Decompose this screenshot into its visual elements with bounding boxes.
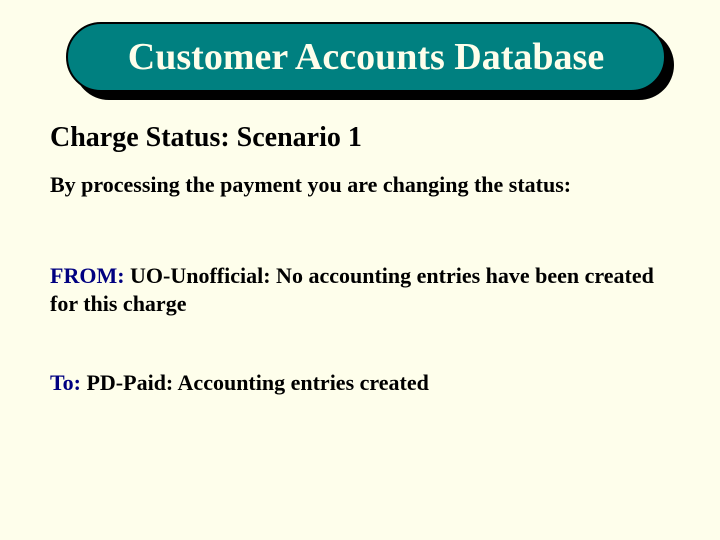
title-container: Customer Accounts Database [66, 22, 666, 92]
from-label: FROM: [50, 263, 125, 288]
to-body: PD-Paid: Accounting entries created [81, 370, 429, 395]
status-from: FROM: UO-Unofficial: No accounting entri… [50, 262, 670, 317]
intro-text: By processing the payment you are changi… [50, 172, 670, 198]
status-to: To: PD-Paid: Accounting entries created [50, 370, 670, 396]
from-body: UO-Unofficial: No accounting entries hav… [50, 263, 654, 316]
title-text: Customer Accounts Database [128, 35, 604, 79]
scenario-heading: Charge Status: Scenario 1 [50, 122, 362, 154]
title-pill: Customer Accounts Database [66, 22, 666, 92]
to-label: To: [50, 370, 81, 395]
